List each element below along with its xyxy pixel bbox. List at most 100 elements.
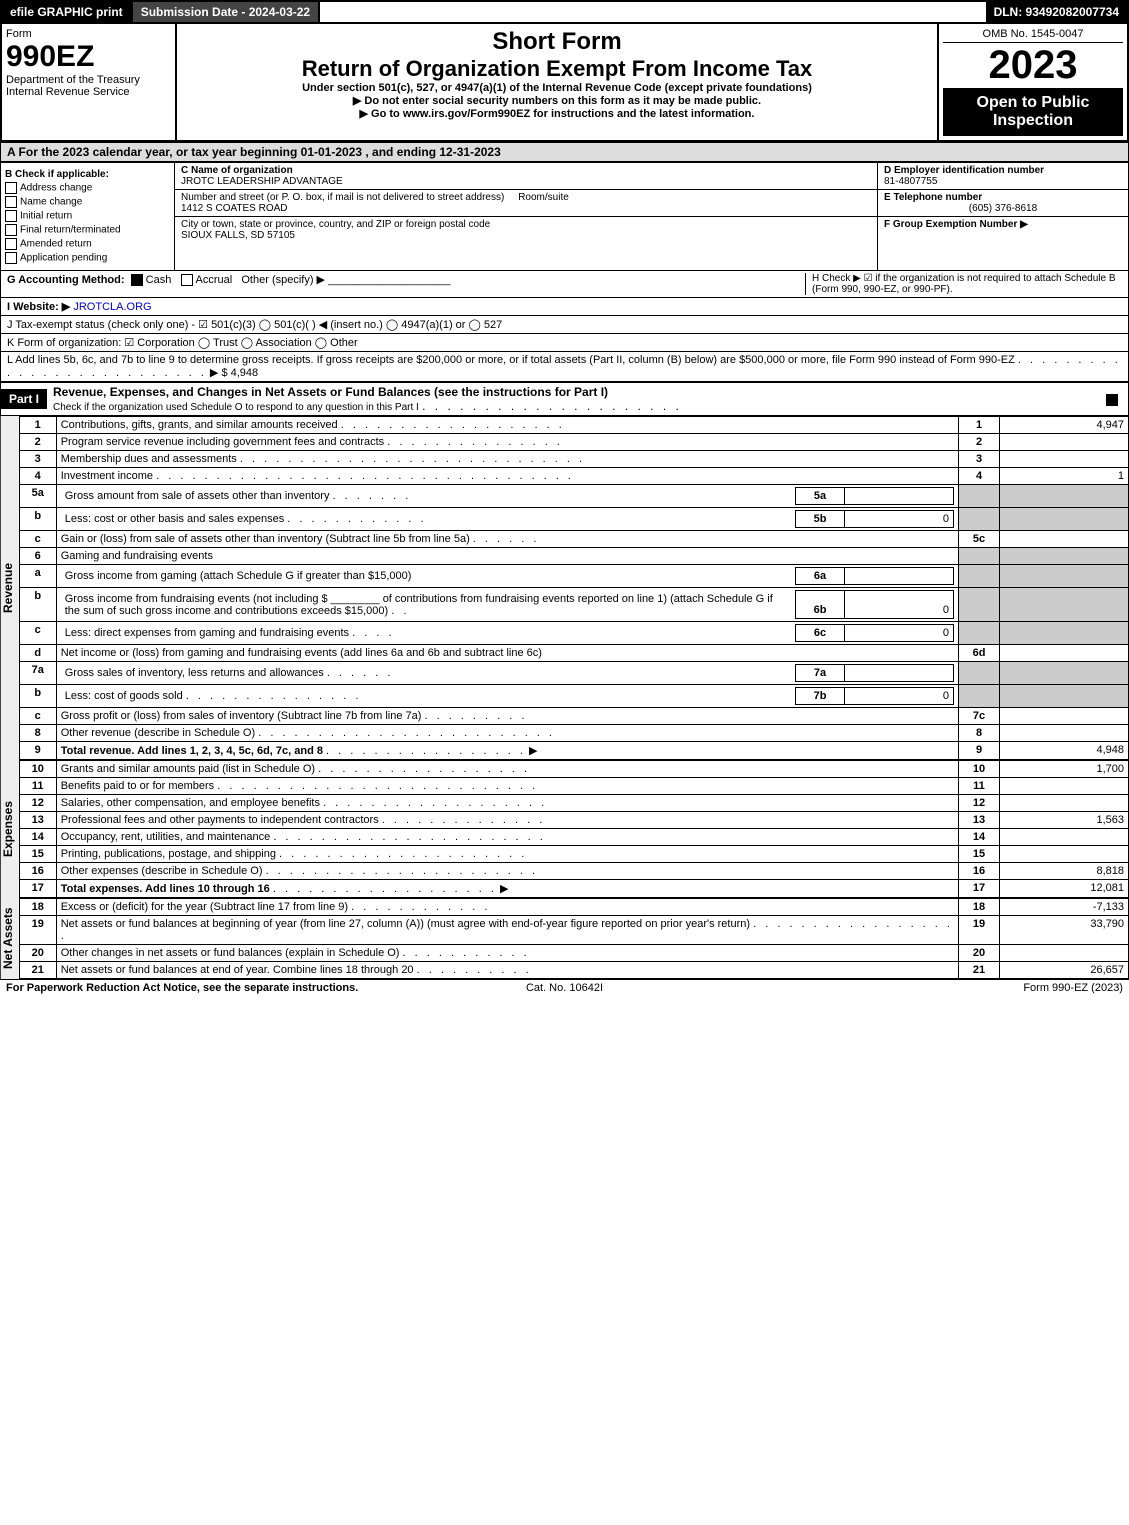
info-block: B Check if applicable: Address change Na…: [0, 162, 1129, 271]
website-link[interactable]: JROTCLA.ORG: [73, 301, 151, 313]
line-12: 12Salaries, other compensation, and empl…: [19, 795, 1128, 812]
line-9: 9Total revenue. Add lines 1, 2, 3, 4, 5c…: [19, 742, 1128, 760]
line-19: 19Net assets or fund balances at beginni…: [19, 916, 1128, 945]
top-bar: efile GRAPHIC print Submission Date - 20…: [0, 0, 1129, 24]
line-2: 2Program service revenue including gover…: [19, 434, 1128, 451]
line-15: 15Printing, publications, postage, and s…: [19, 846, 1128, 863]
ssn-warning: ▶ Do not enter social security numbers o…: [181, 94, 933, 107]
line-4: 4Investment income . . . . . . . . . . .…: [19, 468, 1128, 485]
line-7a: 7aGross sales of inventory, less returns…: [19, 662, 1128, 685]
part1-check-text: Check if the organization used Schedule …: [53, 402, 419, 413]
section-l: L Add lines 5b, 6c, and 7b to line 9 to …: [0, 352, 1129, 382]
line-14: 14Occupancy, rent, utilities, and mainte…: [19, 829, 1128, 846]
section-d: D Employer identification number 81-4807…: [878, 163, 1128, 190]
part1-header-row: Part I Revenue, Expenses, and Changes in…: [0, 382, 1129, 416]
expenses-section: Expenses 10Grants and similar amounts pa…: [0, 760, 1129, 898]
header-center: Short Form Return of Organization Exempt…: [177, 24, 937, 140]
revenue-side-label: Revenue: [1, 416, 19, 760]
section-b: B Check if applicable: Address change Na…: [1, 163, 175, 270]
line-18: 18Excess or (deficit) for the year (Subt…: [19, 899, 1128, 916]
line-10: 10Grants and similar amounts paid (list …: [19, 761, 1128, 778]
city-label: City or town, state or province, country…: [181, 219, 490, 230]
return-title: Return of Organization Exempt From Incom…: [181, 56, 933, 82]
efile-label[interactable]: efile GRAPHIC print: [2, 2, 133, 22]
cash-checkbox[interactable]: [131, 274, 143, 286]
line-13: 13Professional fees and other payments t…: [19, 812, 1128, 829]
line-6: 6Gaming and fundraising events: [19, 548, 1128, 565]
check-application-pending[interactable]: Application pending: [5, 252, 170, 264]
line-16: 16Other expenses (describe in Schedule O…: [19, 863, 1128, 880]
header-left: Form 990EZ Department of the Treasury In…: [2, 24, 177, 140]
ein-value: 81-4807755: [884, 176, 937, 187]
org-name: JROTC LEADERSHIP ADVANTAGE: [181, 176, 343, 187]
line-7c: cGross profit or (loss) from sales of in…: [19, 708, 1128, 725]
check-final-return[interactable]: Final return/terminated: [5, 224, 170, 236]
revenue-section: Revenue 1Contributions, gifts, grants, a…: [0, 416, 1129, 760]
part1-checkbox[interactable]: [1106, 394, 1118, 406]
check-name-change[interactable]: Name change: [5, 196, 170, 208]
subtitle: Under section 501(c), 527, or 4947(a)(1)…: [181, 82, 933, 94]
submission-date: Submission Date - 2024-03-22: [133, 2, 320, 22]
form-number: 990EZ: [6, 40, 171, 74]
paperwork-notice: For Paperwork Reduction Act Notice, see …: [6, 982, 378, 994]
dept-treasury: Department of the Treasury: [6, 74, 171, 86]
line-6b: bGross income from fundraising events (n…: [19, 588, 1128, 622]
open-public-badge: Open to Public Inspection: [943, 88, 1123, 136]
section-c: C Name of organization JROTC LEADERSHIP …: [175, 163, 877, 270]
org-name-row: C Name of organization JROTC LEADERSHIP …: [175, 163, 877, 190]
city-state-zip: SIOUX FALLS, SD 57105: [181, 230, 295, 241]
check-initial-return[interactable]: Initial return: [5, 210, 170, 222]
section-j: J Tax-exempt status (check only one) - ☑…: [0, 316, 1129, 334]
catalog-number: Cat. No. 10642I: [378, 982, 750, 994]
section-g: G Accounting Method: Cash Accrual Other …: [7, 273, 805, 295]
line-6a: aGross income from gaming (attach Schedu…: [19, 565, 1128, 588]
form-header: Form 990EZ Department of the Treasury In…: [0, 24, 1129, 142]
line-6c: cLess: direct expenses from gaming and f…: [19, 622, 1128, 645]
short-form-title: Short Form: [181, 28, 933, 56]
section-e: E Telephone number (605) 376-8618: [878, 190, 1128, 217]
part1-title: Revenue, Expenses, and Changes in Net As…: [47, 383, 1098, 415]
netassets-section: Net Assets 18Excess or (deficit) for the…: [0, 898, 1129, 979]
line-8: 8Other revenue (describe in Schedule O) …: [19, 725, 1128, 742]
line-7b: bLess: cost of goods sold . . . . . . . …: [19, 685, 1128, 708]
section-h: H Check ▶ ☑ if the organization is not r…: [805, 273, 1122, 295]
group-exemption-label: F Group Exemption Number ▶: [884, 219, 1028, 230]
ein-label: D Employer identification number: [884, 165, 1044, 176]
expenses-table: 10Grants and similar amounts paid (list …: [19, 760, 1129, 898]
section-f: F Group Exemption Number ▶: [878, 217, 1128, 232]
netassets-side-label: Net Assets: [1, 898, 19, 979]
street-row: Number and street (or P. O. box, if mail…: [175, 190, 877, 217]
line-5c: cGain or (loss) from sale of assets othe…: [19, 531, 1128, 548]
section-g-h: G Accounting Method: Cash Accrual Other …: [0, 271, 1129, 298]
city-row: City or town, state or province, country…: [175, 217, 877, 243]
check-address-change[interactable]: Address change: [5, 182, 170, 194]
page-footer: For Paperwork Reduction Act Notice, see …: [0, 979, 1129, 996]
section-k: K Form of organization: ☑ Corporation ◯ …: [0, 334, 1129, 352]
expenses-side-label: Expenses: [1, 760, 19, 898]
section-a: A For the 2023 calendar year, or tax yea…: [0, 142, 1129, 162]
line-11: 11Benefits paid to or for members . . . …: [19, 778, 1128, 795]
section-b-label: B Check if applicable:: [5, 169, 170, 180]
room-label: Room/suite: [518, 192, 569, 203]
line-1: 1Contributions, gifts, grants, and simil…: [19, 417, 1128, 434]
line-20: 20Other changes in net assets or fund ba…: [19, 945, 1128, 962]
part1-label: Part I: [1, 389, 47, 409]
omb-number: OMB No. 1545-0047: [943, 28, 1123, 43]
line-5a: 5aGross amount from sale of assets other…: [19, 485, 1128, 508]
line-17: 17Total expenses. Add lines 10 through 1…: [19, 880, 1128, 898]
info-right: D Employer identification number 81-4807…: [877, 163, 1128, 270]
line-3: 3Membership dues and assessments . . . .…: [19, 451, 1128, 468]
street-address: 1412 S COATES ROAD: [181, 203, 288, 214]
header-right: OMB No. 1545-0047 2023 Open to Public In…: [937, 24, 1127, 140]
section-c-label: C Name of organization: [181, 165, 293, 176]
line-5b: bLess: cost or other basis and sales exp…: [19, 508, 1128, 531]
line-6d: dNet income or (loss) from gaming and fu…: [19, 645, 1128, 662]
irs-label: Internal Revenue Service: [6, 86, 171, 98]
dln-number: DLN: 93492082007734: [986, 2, 1127, 22]
tax-year: 2023: [943, 43, 1123, 88]
check-amended-return[interactable]: Amended return: [5, 238, 170, 250]
instructions-link[interactable]: ▶ Go to www.irs.gov/Form990EZ for instru…: [181, 107, 933, 120]
revenue-table: 1Contributions, gifts, grants, and simil…: [19, 416, 1129, 760]
accrual-checkbox[interactable]: [181, 274, 193, 286]
street-label: Number and street (or P. O. box, if mail…: [181, 192, 504, 203]
